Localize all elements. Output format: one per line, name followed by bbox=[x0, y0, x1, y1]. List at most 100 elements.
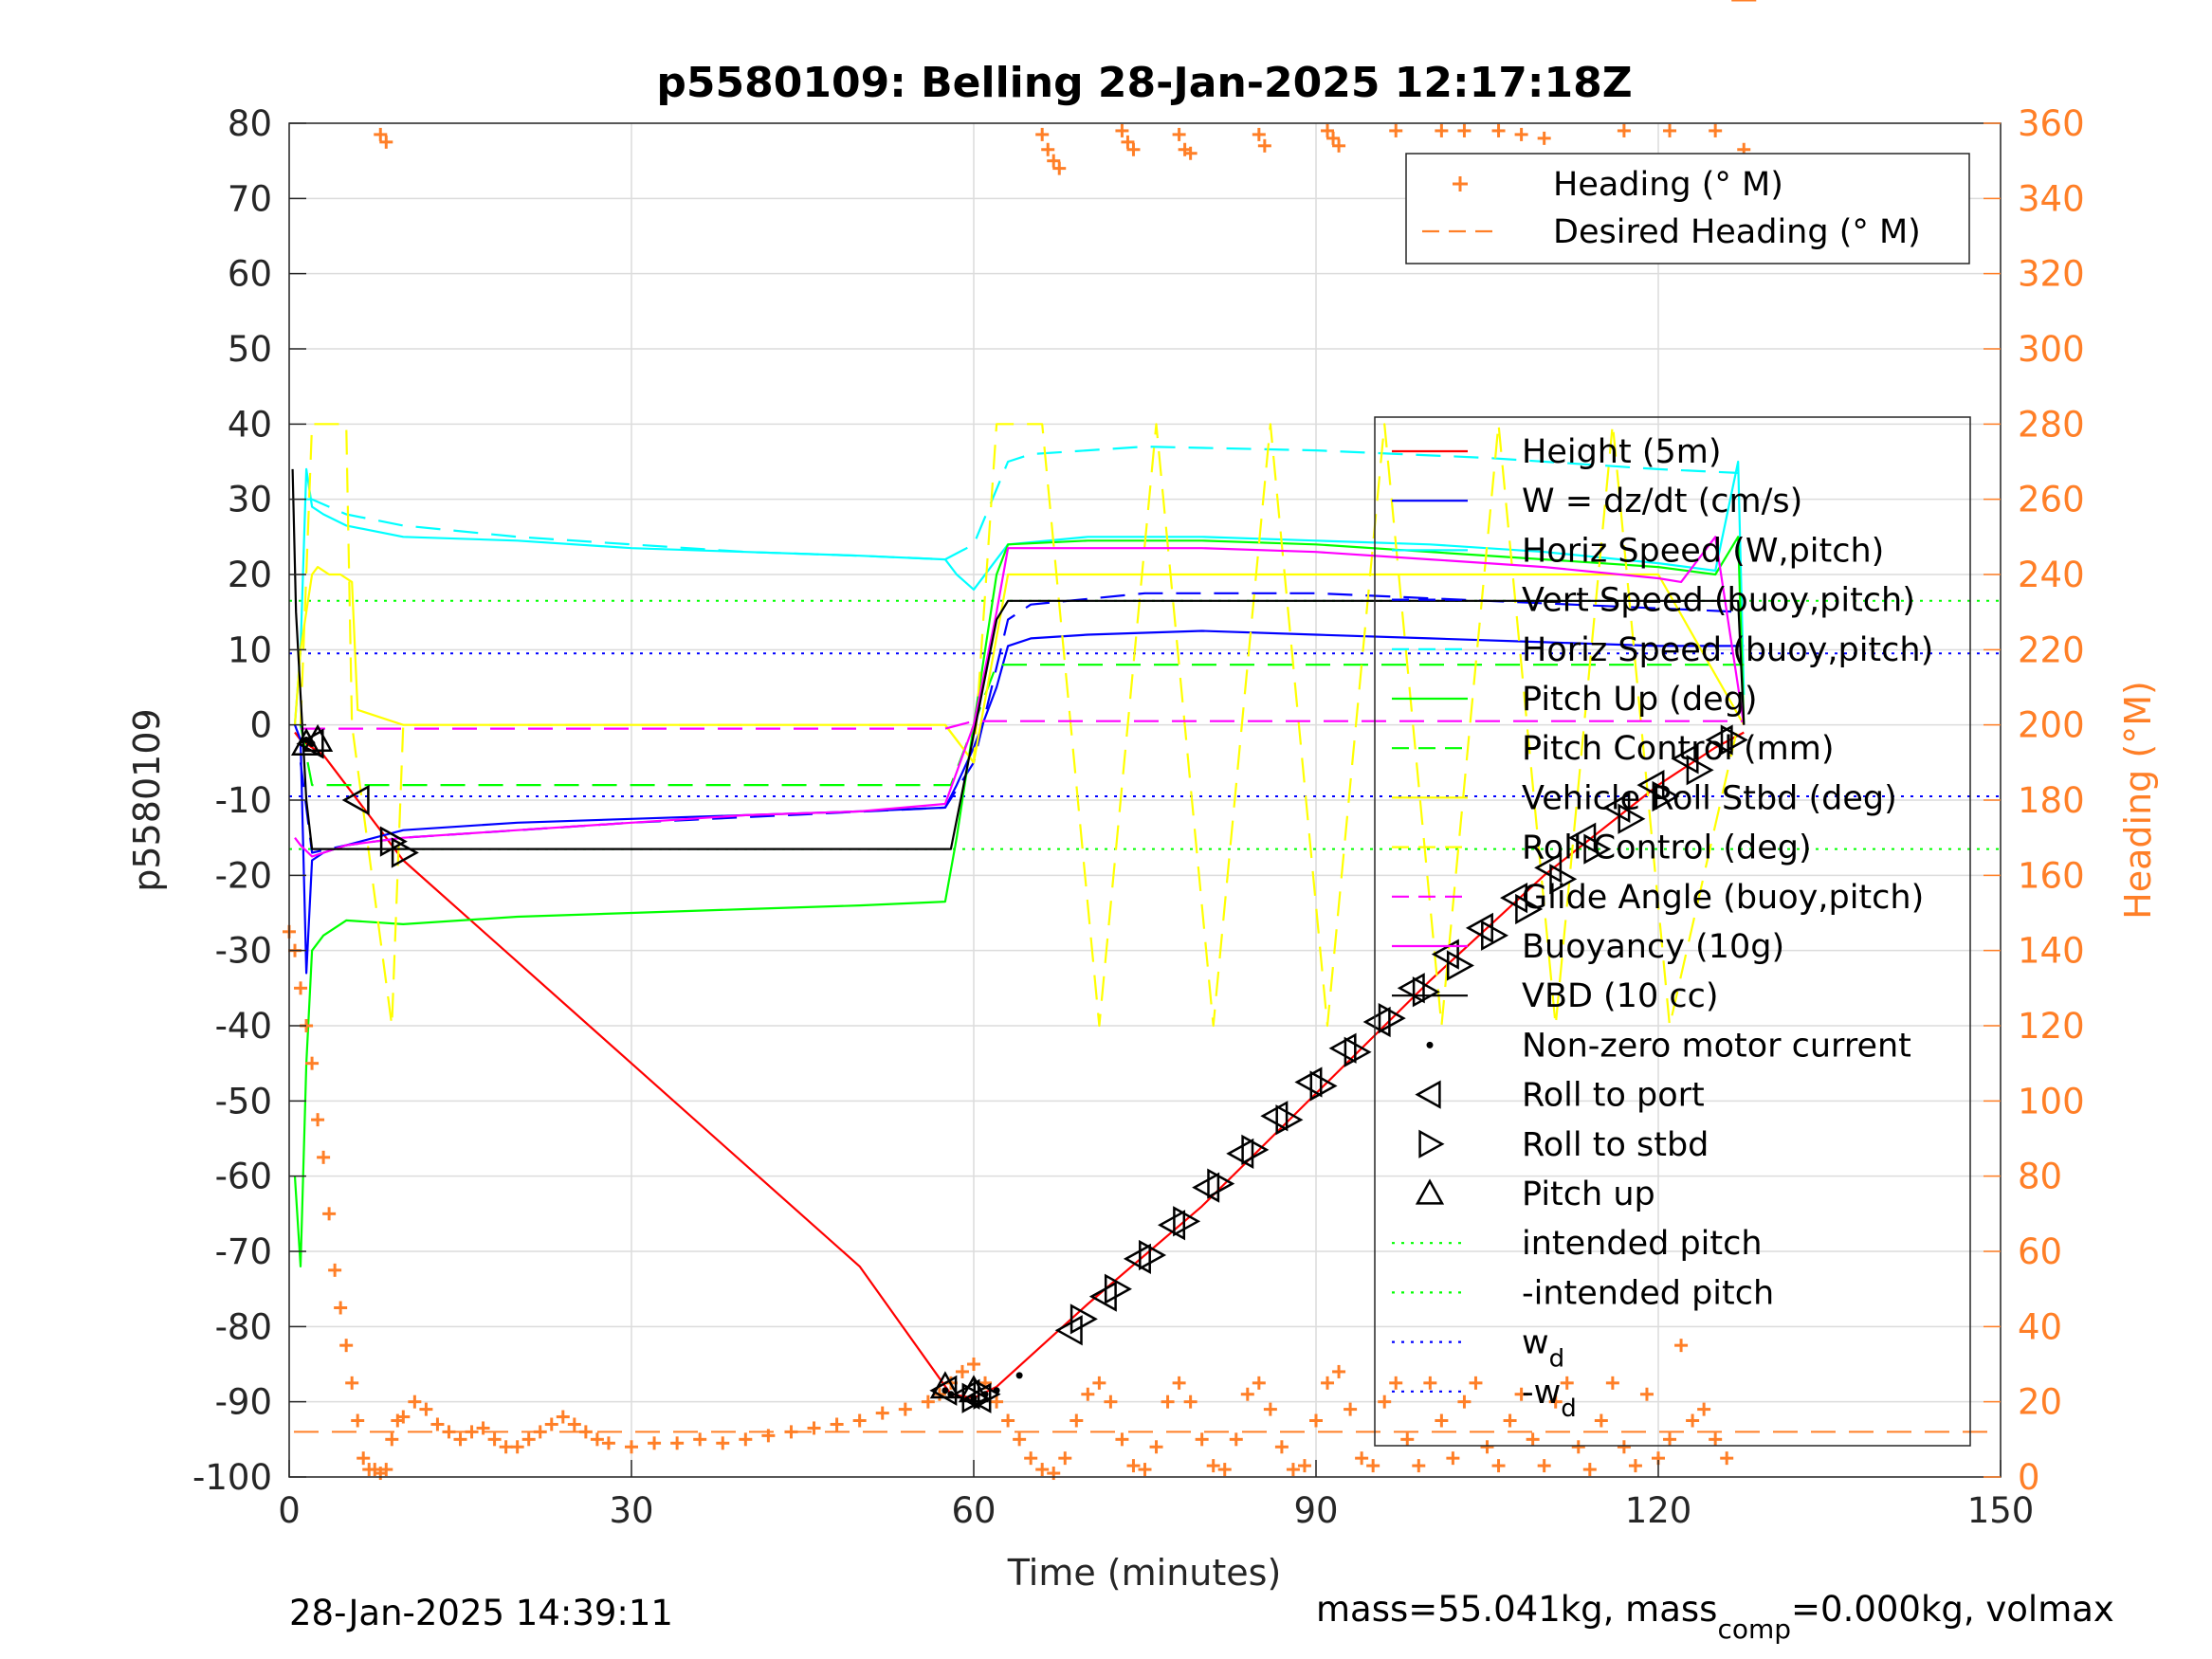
roll-to-stbd-marker bbox=[1139, 1239, 1167, 1271]
legend-label: -wd bbox=[1522, 1374, 1577, 1423]
legend-label: intended pitch bbox=[1522, 1225, 1763, 1263]
heading-point bbox=[1469, 1376, 1483, 1390]
legend-item: Horiz Speed (buoy,pitch) bbox=[1392, 631, 1933, 669]
heading-point bbox=[476, 1421, 490, 1435]
legend-label-main: Heading (° M) bbox=[1553, 166, 1783, 204]
legend-label-main: Non-zero motor current bbox=[1522, 1027, 1911, 1065]
legend-label-main: Vehicle Roll Stbd (deg) bbox=[1522, 779, 1897, 817]
heading-point bbox=[601, 1436, 615, 1450]
legend-swatch-triangle bbox=[1418, 1129, 1445, 1158]
heading-point bbox=[739, 1432, 753, 1447]
legend-item: Pitch Up (deg) bbox=[1392, 681, 1758, 719]
legend-label: Buoyancy (10g) bbox=[1522, 928, 1784, 966]
heading-point bbox=[648, 1436, 662, 1450]
pitch-up-marker bbox=[302, 723, 334, 752]
series-line-horiz-speed-buoy-pitch bbox=[306, 446, 1739, 561]
y-right-tick-label: 80 bbox=[2018, 1157, 2062, 1197]
y-right-tick-label: 100 bbox=[2018, 1081, 2085, 1121]
legend-label-sub: d bbox=[1561, 1395, 1577, 1423]
heading-point bbox=[1480, 1440, 1494, 1454]
roll-to-port-marker bbox=[1705, 724, 1733, 756]
y-tick-label: -20 bbox=[215, 855, 272, 896]
legend-label: Vert Speed (buoy,pitch) bbox=[1522, 582, 1915, 620]
footer-mass-info: mass=55.041kg, masscomp=0.000kg, volmax bbox=[1316, 1589, 2114, 1645]
heading-point bbox=[1571, 1440, 1585, 1454]
legend-label: Roll to stbd bbox=[1522, 1126, 1709, 1164]
heading-point bbox=[898, 1402, 912, 1416]
roll-to-port-marker bbox=[1568, 822, 1597, 853]
heading-point bbox=[693, 1432, 707, 1447]
roll-to-port-marker bbox=[1500, 882, 1528, 914]
series-line-horiz-speed-w-pitch bbox=[293, 460, 1746, 725]
heading-point bbox=[351, 1413, 365, 1428]
roll-to-port-marker bbox=[1054, 1315, 1083, 1346]
heading-point bbox=[1115, 1432, 1129, 1447]
y-tick-label: 30 bbox=[228, 480, 272, 520]
heading-point bbox=[1297, 1459, 1311, 1473]
y-right-tick-label: 220 bbox=[2018, 629, 2085, 670]
heading-point-wrapped bbox=[1126, 142, 1141, 156]
heading-point bbox=[1423, 1376, 1437, 1390]
legend-item: Buoyancy (10g) bbox=[1392, 928, 1784, 966]
legend-heading-box bbox=[1405, 153, 1970, 264]
heading-point bbox=[1138, 1463, 1152, 1477]
footer-mass-rest: =0.000kg, volmax bbox=[1791, 1589, 2114, 1630]
heading-point bbox=[1126, 1459, 1141, 1473]
roll-to-stbd-marker bbox=[1241, 1134, 1270, 1166]
roll-to-port-marker bbox=[341, 784, 370, 816]
heading-point-wrapped bbox=[1115, 123, 1129, 137]
heading-point-wrapped bbox=[1491, 123, 1506, 137]
legend-main-box bbox=[1374, 416, 1971, 1447]
legend-label: Vehicle Roll Stbd (deg) bbox=[1522, 779, 1897, 817]
heading-point-wrapped bbox=[1183, 146, 1197, 160]
heading-point bbox=[1092, 1376, 1106, 1390]
heading-point-wrapped bbox=[1435, 123, 1449, 137]
heading-point bbox=[430, 1417, 445, 1431]
y-right-tick-label: 280 bbox=[2018, 404, 2085, 445]
roll-to-port-marker bbox=[1431, 939, 1459, 970]
legend-label-main: intended pitch bbox=[1522, 1225, 1763, 1263]
roll-to-port-marker bbox=[1362, 1006, 1391, 1038]
legend-label: Heading (° M) bbox=[1553, 166, 1783, 204]
heading-point-wrapped bbox=[1047, 154, 1061, 168]
y-right-axis-label: Heading (°M) bbox=[2117, 681, 2159, 920]
y-right-tick-labels: 3603403203002802602402202001801601401201… bbox=[2018, 103, 2085, 1498]
heading-point bbox=[990, 1395, 1004, 1409]
footer-mass-main: mass=55.041kg, mass bbox=[1316, 1589, 1717, 1630]
roll-to-stbd-marker bbox=[1686, 755, 1714, 786]
heading-point bbox=[442, 1425, 456, 1439]
y-right-tick-label: 340 bbox=[2018, 178, 2085, 219]
heading-point bbox=[317, 1150, 331, 1164]
y-right-tick-label: 160 bbox=[2018, 855, 2085, 896]
legend-label-main: Pitch Up (deg) bbox=[1522, 681, 1758, 719]
heading-point bbox=[1594, 1413, 1608, 1428]
heading-point bbox=[1400, 1432, 1415, 1447]
legend-item: Pitch up bbox=[1415, 1176, 1655, 1213]
motor-current-dot bbox=[970, 1395, 978, 1402]
legend-label-sub: d bbox=[1549, 1345, 1565, 1374]
heading-point bbox=[1024, 1451, 1038, 1466]
y-tick-label: 50 bbox=[228, 329, 272, 370]
x-tick-label: 30 bbox=[609, 1490, 653, 1531]
legend-label-main: W = dz/dt (cm/s) bbox=[1522, 483, 1802, 520]
heading-point-wrapped bbox=[1332, 138, 1346, 153]
heading-point bbox=[1274, 1440, 1289, 1454]
legend-label: Pitch Up (deg) bbox=[1522, 681, 1758, 719]
y-tick-label: -40 bbox=[215, 1006, 272, 1047]
legend-label: Non-zero motor current bbox=[1522, 1027, 1911, 1065]
legend-label: Height (5m) bbox=[1522, 433, 1722, 471]
heading-point bbox=[379, 1463, 393, 1477]
heading-point-wrapped bbox=[1663, 123, 1677, 137]
heading-point bbox=[921, 1395, 935, 1409]
heading-point-wrapped bbox=[1172, 127, 1186, 141]
heading-point bbox=[1161, 1395, 1175, 1409]
y-tick-label: 60 bbox=[228, 254, 272, 295]
heading-point-wrapped bbox=[1514, 127, 1528, 141]
y-right-tick-label: 20 bbox=[2018, 1382, 2062, 1423]
legend-label: Pitch up bbox=[1522, 1176, 1655, 1213]
series-line-pitch-control-mm bbox=[299, 664, 1745, 787]
roll-to-port-marker bbox=[1534, 852, 1563, 884]
y-tick-label: -80 bbox=[215, 1306, 272, 1347]
y-right-tick-label: 120 bbox=[2018, 1006, 2085, 1047]
